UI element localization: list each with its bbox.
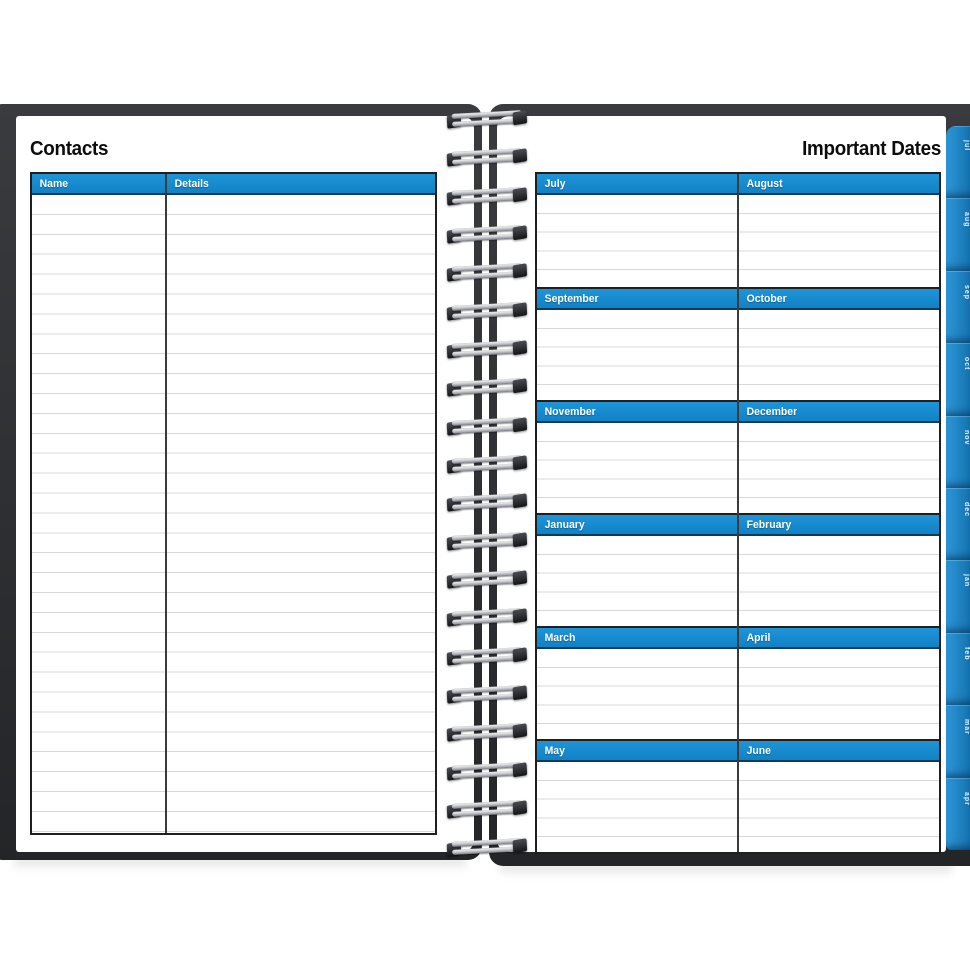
coil-wire bbox=[452, 731, 523, 740]
edge-tab-label: jul bbox=[963, 140, 970, 152]
edge-tab-label: apr bbox=[963, 791, 970, 806]
contacts-column-name: Name bbox=[39, 177, 69, 190]
coil-end-cap bbox=[512, 455, 528, 471]
edge-tab: aug bbox=[946, 198, 970, 270]
month-label-december: December bbox=[746, 405, 798, 418]
month-label-august: August bbox=[746, 177, 783, 190]
edge-tab: jan bbox=[946, 560, 970, 632]
edge-tab: dec bbox=[946, 488, 970, 560]
month-label-march: March bbox=[544, 631, 576, 644]
edge-tab: mar bbox=[946, 705, 970, 777]
contacts-table: Name Details bbox=[30, 172, 437, 835]
edge-tab-label: feb bbox=[963, 646, 970, 661]
month-label-november: November bbox=[544, 405, 596, 418]
edge-tab: apr bbox=[946, 778, 970, 850]
coil-end-cap bbox=[512, 685, 528, 701]
month-label-january: January bbox=[544, 518, 585, 531]
contacts-column-details: Details bbox=[174, 177, 209, 190]
edge-tab-label: jan bbox=[963, 574, 970, 588]
coil-end-cap bbox=[512, 762, 528, 778]
coil-end-cap bbox=[512, 302, 528, 318]
coil-end-cap bbox=[512, 225, 528, 241]
coil-end-cap bbox=[512, 110, 528, 126]
month-label-february: February bbox=[746, 518, 792, 531]
month-label-may: May bbox=[544, 744, 565, 757]
coil-wire bbox=[452, 195, 523, 204]
page-shadow-right bbox=[500, 864, 952, 876]
coil-end-cap bbox=[512, 378, 528, 394]
month-tabs-strip: jul aug sep oct nov dec jan feb mar apr bbox=[946, 126, 970, 850]
month-label-june: June bbox=[746, 744, 772, 757]
coil-end-cap bbox=[512, 608, 528, 624]
coil-end-cap bbox=[512, 532, 528, 548]
coil-wire bbox=[452, 846, 523, 855]
coil-wire bbox=[452, 808, 523, 817]
coil-wire bbox=[452, 271, 523, 280]
important-dates-column-divider bbox=[737, 174, 739, 852]
edge-tab: feb bbox=[946, 633, 970, 705]
coil-wire bbox=[452, 693, 523, 702]
page-shadow-left bbox=[14, 858, 466, 870]
important-dates-table: July August September October November D… bbox=[535, 172, 941, 854]
edge-tab: oct bbox=[946, 343, 970, 415]
coil-end-cap bbox=[512, 570, 528, 586]
coil-wire bbox=[452, 770, 523, 779]
coil-wire bbox=[452, 425, 523, 434]
contacts-title: Contacts bbox=[30, 138, 109, 160]
coil-wire bbox=[452, 310, 523, 319]
coil-wire bbox=[452, 233, 523, 242]
important-dates-title: Important Dates bbox=[802, 138, 941, 160]
edge-tab-label: nov bbox=[963, 429, 970, 446]
month-label-october: October bbox=[746, 292, 787, 305]
coil-end-cap bbox=[512, 340, 528, 356]
edge-tab-label: dec bbox=[963, 502, 970, 518]
coil-wire bbox=[452, 118, 523, 127]
month-label-september: September bbox=[544, 292, 599, 305]
coil-wire bbox=[452, 386, 523, 395]
coil-wire bbox=[452, 616, 523, 625]
coil-end-cap bbox=[512, 148, 528, 164]
coil-end-cap bbox=[512, 417, 528, 433]
edge-tab-label: mar bbox=[963, 719, 970, 736]
month-label-april: April bbox=[746, 631, 771, 644]
coil-wire bbox=[452, 655, 523, 664]
coil-end-cap bbox=[512, 838, 528, 854]
edge-tab-label: sep bbox=[963, 284, 970, 300]
coil-end-cap bbox=[512, 187, 528, 203]
month-label-july: July bbox=[544, 177, 566, 190]
coil-end-cap bbox=[512, 493, 528, 509]
coil-wire bbox=[452, 156, 523, 165]
coil-wire bbox=[452, 501, 523, 510]
coil-wire bbox=[452, 540, 523, 549]
coil-end-cap bbox=[512, 647, 528, 663]
coil-end-cap bbox=[512, 800, 528, 816]
edge-tab-label: oct bbox=[963, 357, 970, 371]
coil-end-cap bbox=[512, 723, 528, 739]
edge-tab-label: aug bbox=[963, 212, 970, 228]
edge-tab: sep bbox=[946, 271, 970, 343]
contacts-column-divider bbox=[165, 174, 167, 833]
contacts-ruled-lines bbox=[32, 195, 435, 833]
contacts-table-header: Name Details bbox=[32, 174, 435, 195]
edge-tab: jul bbox=[946, 126, 970, 198]
coil-wire bbox=[452, 348, 523, 357]
edge-tab: nov bbox=[946, 416, 970, 488]
coil-end-cap bbox=[512, 263, 528, 279]
coil-wire bbox=[452, 463, 523, 472]
coil-wire bbox=[452, 578, 523, 587]
